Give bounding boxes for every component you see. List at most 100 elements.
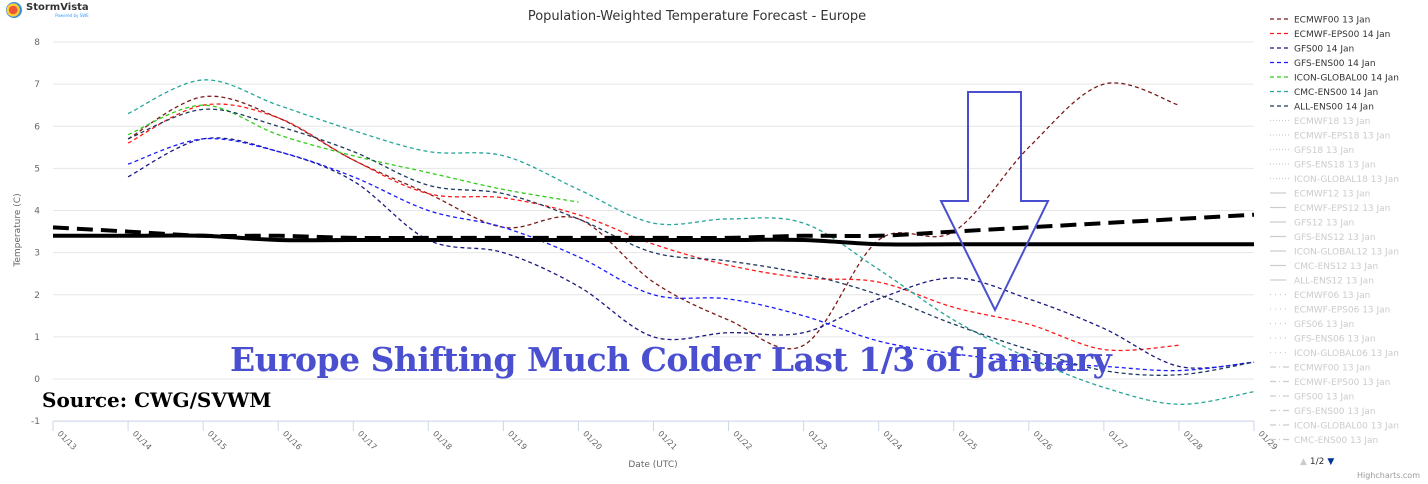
x-tick-label: 01/15 — [206, 429, 229, 452]
legend-label: ICON-GLOBAL00 13 Jan — [1294, 422, 1399, 432]
legend-item[interactable]: GFS18 13 Jan — [1270, 146, 1354, 156]
y-axis-label: Temperature (C) — [13, 193, 23, 267]
legend-item[interactable]: GFS00 14 Jan — [1270, 45, 1354, 55]
y-tick-label: 5 — [34, 164, 40, 174]
legend-item[interactable]: GFS-ENS12 13 Jan — [1270, 233, 1376, 243]
legend-item[interactable]: ICON-GLOBAL00 14 Jan — [1270, 74, 1399, 84]
legend-label: GFS-ENS12 13 Jan — [1294, 233, 1376, 243]
legend-label: ICON-GLOBAL18 13 Jan — [1294, 175, 1399, 185]
y-tick-label: 6 — [34, 122, 40, 132]
y-tick-label: -1 — [31, 417, 40, 427]
logo-words: StormVista Powered by SWE — [26, 2, 89, 18]
x-tick-label: 01/19 — [506, 429, 529, 452]
legend-label: ICON-GLOBAL00 14 Jan — [1294, 74, 1399, 84]
x-tick-label: 01/18 — [431, 429, 454, 452]
legend-label: CMC-ENS00 14 Jan — [1294, 88, 1378, 98]
series-line-all-ens00-14-jan — [127, 108, 1255, 376]
legend-label: GFS-ENS18 13 Jan — [1294, 161, 1376, 171]
y-tick-label: 1 — [34, 333, 40, 343]
legend-label: ICON-GLOBAL12 13 Jan — [1294, 248, 1399, 258]
legend-item[interactable]: GFS06 13 Jan — [1270, 320, 1354, 330]
legend-label: ECMWF00 13 Jan — [1294, 16, 1370, 26]
legend-item[interactable]: ECMWF-EPS06 13 Jan — [1270, 306, 1390, 316]
legend-item[interactable]: ICON-GLOBAL12 13 Jan — [1270, 248, 1399, 258]
legend-label: ECMWF12 13 Jan — [1294, 190, 1370, 200]
legend-item[interactable]: ECMWF18 13 Jan — [1270, 117, 1370, 127]
legend-item[interactable]: CMC-ENS00 13 Jan — [1270, 436, 1378, 446]
series-line-reference-7 — [53, 233, 1254, 247]
y-tick-label: 2 — [34, 291, 40, 301]
legend-item[interactable]: ECMWF00 13 Jan — [1270, 364, 1370, 374]
legend-item[interactable]: ALL-ENS00 14 Jan — [1270, 103, 1374, 113]
logo-icon — [6, 2, 22, 18]
legend-label: GFS-ENS00 14 Jan — [1294, 59, 1376, 69]
x-tick-label: 01/29 — [1257, 429, 1280, 452]
legend-item[interactable]: GFS-ENS18 13 Jan — [1270, 161, 1376, 171]
legend-label: CMC-ENS00 13 Jan — [1294, 436, 1378, 446]
series-line-cmc-ens00-14-jan — [127, 79, 1255, 405]
series-line-gfs-ens00-14-jan — [127, 137, 1255, 372]
x-tick-label: 01/25 — [956, 429, 979, 452]
legend-item[interactable]: ECMWF00 13 Jan — [1270, 16, 1370, 26]
legend-label: ECMWF-EPS00 13 Jan — [1294, 378, 1390, 388]
legend-item[interactable]: ECMWF-EPS00 14 Jan — [1270, 30, 1390, 40]
down-arrow-icon — [939, 91, 1050, 313]
legend-item[interactable]: ICON-GLOBAL06 13 Jan — [1270, 349, 1399, 359]
legend-label: ECMWF06 13 Jan — [1294, 291, 1370, 301]
legend-label: ECMWF-EPS18 13 Jan — [1294, 132, 1390, 142]
legend-label: GFS00 14 Jan — [1294, 45, 1354, 55]
series-line-icon-global00-14-jan — [127, 104, 579, 203]
legend-item[interactable]: GFS-ENS00 14 Jan — [1270, 59, 1376, 69]
series-line-ecmwf00-14-jan — [127, 82, 1180, 350]
legend-item[interactable]: ECMWF-EPS00 13 Jan — [1270, 378, 1390, 388]
legend-item[interactable]: GFS00 13 Jan — [1270, 393, 1354, 403]
highcharts-credit[interactable]: Highcharts.com — [1357, 471, 1420, 480]
legend-item[interactable]: ECMWF12 13 Jan — [1270, 190, 1370, 200]
legend-item[interactable]: ECMWF06 13 Jan — [1270, 291, 1370, 301]
y-tick-label: 4 — [34, 207, 40, 217]
logo-subtext: Powered by SWE — [55, 13, 89, 18]
legend-label: GFS12 13 Jan — [1294, 219, 1354, 229]
legend-label: ICON-GLOBAL06 13 Jan — [1294, 349, 1399, 359]
legend-page-down-icon[interactable]: ▼ — [1327, 457, 1335, 467]
legend-label: ECMWF-EPS06 13 Jan — [1294, 306, 1390, 316]
x-tick-label: 01/24 — [881, 429, 904, 452]
legend-label: ECMWF-EPS12 13 Jan — [1294, 204, 1390, 214]
x-tick-label: 01/16 — [281, 429, 304, 452]
legend-label: GFS-ENS00 13 Jan — [1294, 407, 1376, 417]
x-tick-label: 01/27 — [1106, 429, 1129, 452]
x-tick-label: 01/28 — [1182, 429, 1205, 452]
x-tick-label: 01/13 — [56, 429, 79, 452]
legend-item[interactable]: GFS12 13 Jan — [1270, 219, 1354, 229]
x-tick-label: 01/26 — [1031, 429, 1054, 452]
y-tick-label: 3 — [34, 249, 40, 259]
legend-item[interactable]: ECMWF-EPS12 13 Jan — [1270, 204, 1390, 214]
legend-item[interactable]: ALL-ENS12 13 Jan — [1270, 277, 1374, 287]
annotation-headline: Europe Shifting Much Colder Last 1/3 of … — [230, 340, 1112, 379]
legend-label: GFS06 13 Jan — [1294, 320, 1354, 330]
legend-item[interactable]: CMC-ENS12 13 Jan — [1270, 262, 1378, 272]
legend-item[interactable]: ECMWF-EPS18 13 Jan — [1270, 132, 1390, 142]
legend-label: ALL-ENS00 14 Jan — [1294, 103, 1374, 113]
legend-item[interactable]: CMC-ENS00 14 Jan — [1270, 88, 1378, 98]
y-tick-label: 8 — [34, 38, 40, 48]
legend-page-up-icon[interactable]: ▲ — [1300, 457, 1307, 467]
x-axis-label: Date (UTC) — [628, 460, 677, 470]
series-line-reference-8 — [52, 212, 1255, 241]
x-tick-label: 01/22 — [731, 429, 754, 452]
legend-item[interactable]: GFS-ENS06 13 Jan — [1270, 335, 1376, 345]
legend-label: CMC-ENS12 13 Jan — [1294, 262, 1378, 272]
x-tick-label: 01/17 — [356, 429, 379, 452]
stormvista-logo: StormVista Powered by SWE — [6, 2, 89, 18]
legend-item[interactable]: GFS-ENS00 13 Jan — [1270, 407, 1376, 417]
chart-title: Population-Weighted Temperature Forecast… — [528, 9, 866, 24]
logo-text: StormVista — [26, 2, 89, 13]
y-tick-label: 7 — [34, 80, 40, 90]
legend-pager: ▲ 1/2 ▼ — [1300, 457, 1334, 467]
legend-item[interactable]: ICON-GLOBAL00 13 Jan — [1270, 422, 1399, 432]
legend-page-indicator: 1/2 — [1309, 457, 1325, 467]
legend-item[interactable]: ICON-GLOBAL18 13 Jan — [1270, 175, 1399, 185]
x-tick-label: 01/20 — [581, 429, 604, 452]
